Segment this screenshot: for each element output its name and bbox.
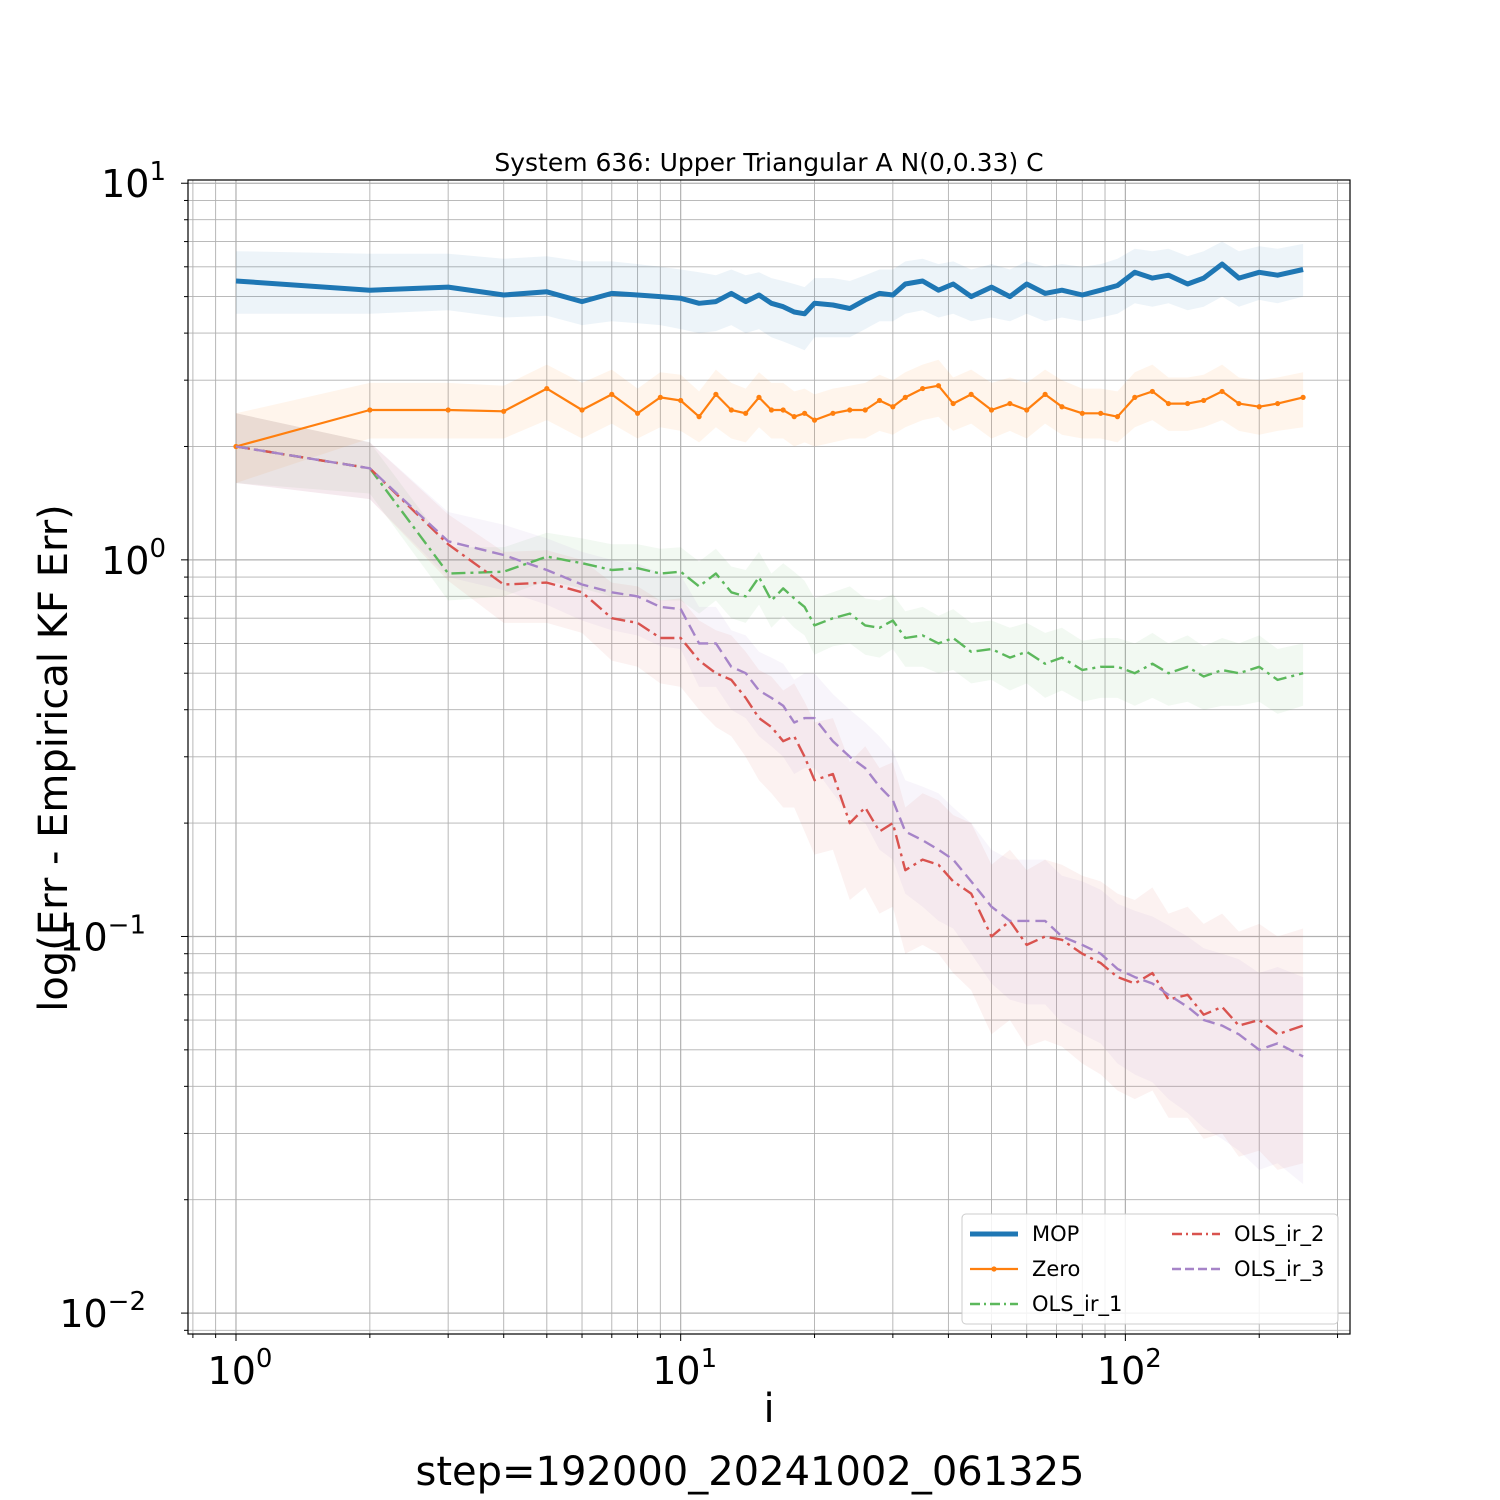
band-ols-ir-2: [236, 413, 1304, 1170]
zero-point: [501, 408, 507, 414]
zero-point: [791, 414, 797, 420]
zero-point: [1059, 404, 1065, 410]
zero-point: [968, 391, 974, 397]
zero-point: [696, 414, 702, 420]
zero-point: [1219, 388, 1225, 395]
zero-point: [902, 394, 908, 400]
zero-point: [1184, 400, 1191, 407]
axis-ticks: 100 101 102 101 100 10−1 10−2: [59, 157, 1339, 1393]
zero-point: [756, 394, 762, 400]
legend-label-zero: Zero: [1032, 1257, 1080, 1281]
x-tick-label: 102: [1097, 1344, 1162, 1393]
band-ols-ir-3: [236, 413, 1304, 1185]
legend-label-ols-ir-3: OLS_ir_3: [1234, 1257, 1324, 1282]
zero-point: [728, 407, 734, 413]
zero-point: [1201, 397, 1207, 404]
zero-point: [935, 383, 942, 389]
zero-point: [678, 397, 684, 404]
confidence-bands: [236, 241, 1304, 1185]
legend-label-mop: MOP: [1032, 1222, 1079, 1246]
grid: [188, 180, 1350, 1334]
zero-point: [876, 397, 883, 404]
legend-label-ols-ir-1: OLS_ir_1: [1032, 1292, 1122, 1317]
zero-point: [1132, 394, 1138, 400]
zero-point: [743, 410, 749, 416]
zero-point: [1114, 414, 1121, 420]
zero-point: [579, 407, 585, 413]
zero-point: [1300, 394, 1306, 400]
chart-title: System 636: Upper Triangular A N(0,0.33)…: [494, 148, 1043, 177]
zero-point: [634, 410, 641, 416]
series-line-zero: [235, 384, 1304, 448]
series-line-ols-ir-2: [235, 445, 1304, 1036]
legend-marker: [991, 1266, 997, 1272]
band-mop: [236, 241, 1304, 351]
footer-label: step=192000_20241002_061325: [415, 1449, 1084, 1495]
y-tick-label: 101: [101, 157, 166, 206]
zero-point: [768, 407, 775, 413]
x-tick-label: 101: [652, 1344, 717, 1393]
zero-point: [657, 394, 663, 400]
zero-point: [811, 417, 818, 423]
band-zero: [236, 359, 1304, 483]
series-line-ols-ir-1: [235, 445, 1304, 682]
zero-point: [890, 404, 896, 410]
zero-point: [1098, 410, 1104, 416]
zero-point: [1079, 410, 1085, 416]
zero-point: [1256, 404, 1262, 410]
zero-point: [1236, 400, 1242, 407]
x-axis-label: i: [763, 1386, 774, 1432]
zero-point: [713, 391, 719, 397]
zero-point: [1007, 400, 1013, 407]
zero-point: [830, 410, 836, 416]
zero-point: [1024, 407, 1030, 413]
zero-point: [780, 407, 786, 413]
y-tick-label: 10−2: [59, 1287, 146, 1336]
zero-point: [802, 410, 808, 416]
y-axis-label: log(Err - Empirical KF Err): [31, 504, 77, 1012]
series-line-ols-ir-3: [235, 445, 1304, 1058]
zero-point: [445, 407, 451, 413]
zero-point: [544, 385, 550, 392]
series-line-mop: [235, 261, 1304, 317]
zero-point: [1149, 388, 1155, 395]
zero-point: [988, 407, 995, 413]
band-ols-ir-1: [236, 413, 1304, 714]
legend-box: [961, 1213, 1339, 1325]
zero-point: [920, 385, 926, 392]
x-tick-label: 100: [208, 1344, 273, 1393]
zero-point: [1042, 391, 1048, 397]
y-tick-label: 10−1: [59, 910, 146, 959]
zero-point: [1165, 400, 1172, 407]
zero-point: [862, 407, 868, 413]
zero-point: [609, 391, 615, 397]
zero-point: [1275, 400, 1281, 407]
zero-point: [367, 407, 373, 413]
zero-point: [950, 400, 956, 407]
series-lines: [233, 261, 1306, 1058]
zero-point: [847, 407, 853, 413]
legend: MOP Zero OLS_ir_1 OLS_ir_2 OLS_ir_3: [961, 1213, 1339, 1325]
legend-label-ols-ir-2: OLS_ir_2: [1234, 1222, 1324, 1247]
y-tick-label: 100: [101, 534, 166, 583]
